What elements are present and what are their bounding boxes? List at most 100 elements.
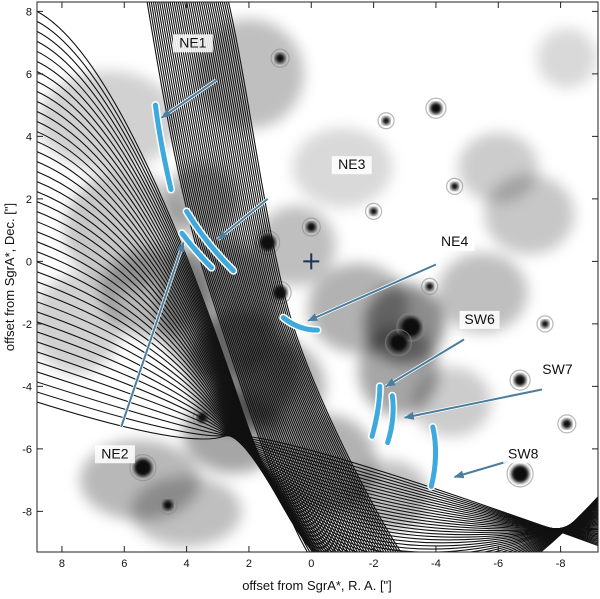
point-source xyxy=(541,319,550,328)
emission-blob xyxy=(38,70,179,171)
orbit-curve xyxy=(37,111,598,552)
y-tick-label: -2 xyxy=(22,319,32,331)
annotation-arrow xyxy=(307,263,437,322)
annotation-label: NE3 xyxy=(338,156,365,172)
orbit-curve xyxy=(204,2,376,552)
annotation-label-bg xyxy=(94,445,135,464)
orbit-curve xyxy=(169,2,335,552)
annotation-arrow xyxy=(453,460,508,479)
x-tick-label: -4 xyxy=(431,558,441,570)
x-tick-label: -6 xyxy=(493,558,503,570)
arc-ne2 xyxy=(179,230,215,271)
y-tick-label: 6 xyxy=(26,69,32,81)
center-cross-marker xyxy=(303,253,320,270)
orbit-curve xyxy=(165,2,330,552)
orbit-curve xyxy=(37,401,598,547)
emission-blob xyxy=(458,132,539,203)
orbit-curve xyxy=(37,30,598,552)
y-axis-title: offset from SgrA*, Dec. ["] xyxy=(2,203,17,351)
orbit-curve xyxy=(215,2,388,552)
orbit-curve xyxy=(37,391,598,545)
orbit-curve xyxy=(194,2,364,552)
orbit-curve xyxy=(159,2,323,552)
y-tick-label: -4 xyxy=(22,381,32,393)
annotation-arrow xyxy=(216,198,269,241)
orbit-curve xyxy=(167,2,333,552)
orbit-curve xyxy=(209,2,380,552)
x-tick-label: 8 xyxy=(59,558,65,570)
plot-frame xyxy=(36,1,599,553)
arc-sw7 xyxy=(385,393,396,446)
emission-blob xyxy=(411,367,492,437)
orbit-curve xyxy=(196,2,366,552)
orbit-curve xyxy=(37,20,598,552)
annotation-label-bg xyxy=(331,156,372,175)
orbit-curve xyxy=(211,2,383,552)
x-axis-ticks: 8 6 4 2 0 -2 -4 -6 -8 xyxy=(59,2,566,570)
orbit-curve xyxy=(37,91,598,552)
orbit-curve xyxy=(150,2,313,552)
annotation-label-bg xyxy=(537,360,578,379)
point-source xyxy=(275,53,286,64)
x-tick-label: -8 xyxy=(556,558,566,570)
annotation-arrow xyxy=(160,79,217,119)
y-tick-label: -6 xyxy=(22,444,32,456)
orbit-curve xyxy=(152,2,316,552)
orbit-curve xyxy=(213,2,385,552)
point-source xyxy=(425,282,434,291)
annotation-arrow xyxy=(120,241,185,428)
arc-sw8 xyxy=(428,424,439,489)
orbit-curve xyxy=(171,2,337,552)
orbit-curve xyxy=(37,60,598,552)
orbit-curve xyxy=(207,2,378,552)
point-source-halo xyxy=(557,414,577,434)
orbit-curve xyxy=(37,10,598,552)
point-source xyxy=(133,458,152,477)
emission-blob xyxy=(131,476,242,547)
orbit-curve xyxy=(192,2,361,552)
annotation-label-bg xyxy=(434,232,475,251)
point-source xyxy=(306,222,317,232)
orbit-curve xyxy=(175,2,342,552)
y-tick-label: 2 xyxy=(26,194,32,206)
annotation-label-bg xyxy=(172,34,213,53)
emission-blob xyxy=(536,28,597,89)
annotation-arrow xyxy=(385,338,465,388)
point-source-halo xyxy=(365,202,383,220)
orbit-curve xyxy=(173,2,340,552)
x-tick-label: -2 xyxy=(369,558,379,570)
point-source xyxy=(514,374,527,387)
bow-shock-arcs xyxy=(151,101,440,491)
orbit-curve xyxy=(37,131,598,552)
orbit-curve xyxy=(179,2,347,552)
y-tick-label: -8 xyxy=(22,506,32,518)
x-tick-label: 0 xyxy=(308,558,314,570)
point-source-halo xyxy=(268,281,292,305)
arc-ne4 xyxy=(280,315,320,333)
orbit-curve xyxy=(37,171,598,552)
y-tick-label: 0 xyxy=(26,256,32,268)
orbit-curve xyxy=(200,2,371,552)
orbit-curve xyxy=(37,121,598,552)
point-source-halo xyxy=(129,454,157,482)
annotation-label: NE1 xyxy=(179,34,206,50)
annotation-label-bg xyxy=(503,445,544,464)
point-source-halo xyxy=(509,369,531,391)
point-source xyxy=(511,464,530,483)
point-source-halo xyxy=(158,495,178,515)
annotation-label: NE4 xyxy=(441,233,468,249)
point-source-halo xyxy=(377,112,395,130)
orbit-curves xyxy=(37,2,598,552)
annotation-label: SW6 xyxy=(464,311,495,327)
annotations: NE1 NE3 NE4 SW6 SW7 SW8 NE2 xyxy=(94,34,578,479)
point-source-halo xyxy=(421,277,439,295)
orbit-curve xyxy=(163,2,328,552)
y-axis-ticks: 8 6 4 2 0 -2 -4 -6 -8 xyxy=(22,6,598,518)
orbit-curve xyxy=(161,2,325,552)
point-source xyxy=(369,207,378,216)
arc-ne3 xyxy=(184,208,236,274)
image-layer xyxy=(37,2,598,552)
x-tick-label: 2 xyxy=(246,558,252,570)
x-axis-title: offset from SgrA*, R. A. ["] xyxy=(242,578,392,593)
orbit-curve xyxy=(37,181,598,550)
